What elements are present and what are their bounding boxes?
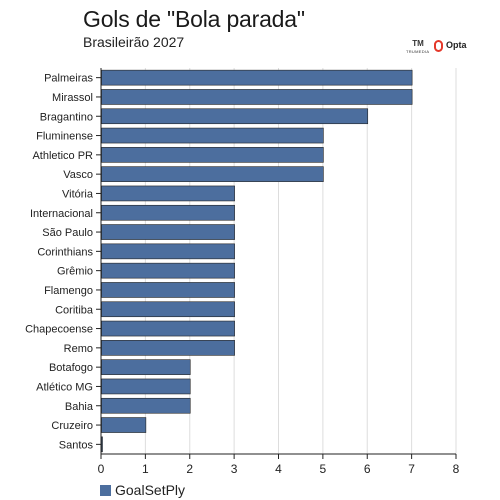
bar	[101, 301, 235, 318]
y-tick-label: Chapecoense	[25, 324, 93, 336]
bar	[101, 359, 191, 375]
chart-title: Gols de "Bola parada"	[83, 6, 305, 32]
bar	[101, 243, 235, 260]
opta-logo-icon	[434, 40, 443, 52]
bar	[101, 262, 235, 279]
bar	[101, 166, 324, 182]
y-tick-label: Botafogo	[49, 362, 93, 374]
y-tick-label: Cruzeiro	[51, 420, 93, 432]
bar	[101, 417, 147, 433]
y-tick-label: Fluminense	[36, 131, 93, 143]
y-tick-label: Palmeiras	[44, 73, 93, 85]
bar	[101, 282, 235, 298]
x-tick-label: 3	[231, 462, 238, 476]
x-axis: 0 1 2 3 4 5 6 7 8	[98, 453, 460, 476]
bar	[101, 108, 369, 125]
bar	[101, 204, 235, 221]
bar	[101, 397, 191, 414]
x-tick-label: 2	[186, 462, 193, 476]
x-tick-label: 8	[453, 462, 460, 476]
legend-label: GoalSetPly	[115, 482, 186, 498]
y-tick-label: Atlético MG	[36, 381, 93, 393]
y-tick-label: Flamengo	[44, 285, 93, 297]
bar	[101, 127, 324, 144]
y-tick-label: Remo	[64, 343, 93, 355]
x-tick-label: 0	[98, 462, 105, 476]
y-axis: Palmeiras Mirassol Bragantino Fluminense Ath…	[25, 68, 102, 454]
truemedia-logo-mark: TM	[412, 39, 424, 48]
y-tick-label: Coritiba	[55, 304, 94, 316]
legend-swatch	[100, 485, 111, 496]
bar	[101, 378, 191, 395]
bar	[101, 224, 235, 240]
chart-subtitle: Brasileirão 2027	[83, 34, 185, 50]
bar	[101, 185, 235, 202]
bar	[101, 89, 413, 105]
bar-chart: Palmeiras Mirassol Bragantino Fluminense Ath…	[25, 68, 460, 476]
bars	[101, 69, 413, 453]
truemedia-logo-text: TRUMEDIA	[406, 49, 430, 54]
bar	[101, 320, 235, 337]
x-tick-label: 1	[142, 462, 149, 476]
y-tick-label: Athletico PR	[32, 150, 93, 162]
bar	[101, 69, 413, 86]
y-tick-label: Internacional	[30, 208, 93, 220]
bar	[101, 340, 235, 356]
y-tick-label: Vitória	[62, 188, 94, 200]
x-tick-label: 4	[275, 462, 282, 476]
bar	[101, 436, 103, 453]
x-tick-label: 7	[408, 462, 415, 476]
y-tick-label: Mirassol	[52, 92, 93, 104]
y-tick-label: Santos	[59, 439, 94, 451]
opta-logo-text: Opta	[446, 40, 467, 50]
logos: TM TRUMEDIA Opta	[406, 39, 486, 55]
y-tick-label: Grêmio	[57, 266, 93, 278]
truemedia-logo: TM TRUMEDIA	[406, 39, 430, 55]
y-tick-label: Bragantino	[40, 111, 93, 123]
y-tick-label: Vasco	[63, 169, 93, 181]
y-tick-label: Bahia	[65, 401, 94, 413]
opta-logo: Opta	[434, 39, 478, 55]
bar	[101, 147, 324, 163]
x-tick-label: 6	[364, 462, 371, 476]
x-tick-label: 5	[320, 462, 327, 476]
y-tick-label: Corinthians	[37, 246, 93, 258]
grid-lines	[144, 68, 457, 454]
y-tick-label: São Paulo	[42, 227, 93, 239]
